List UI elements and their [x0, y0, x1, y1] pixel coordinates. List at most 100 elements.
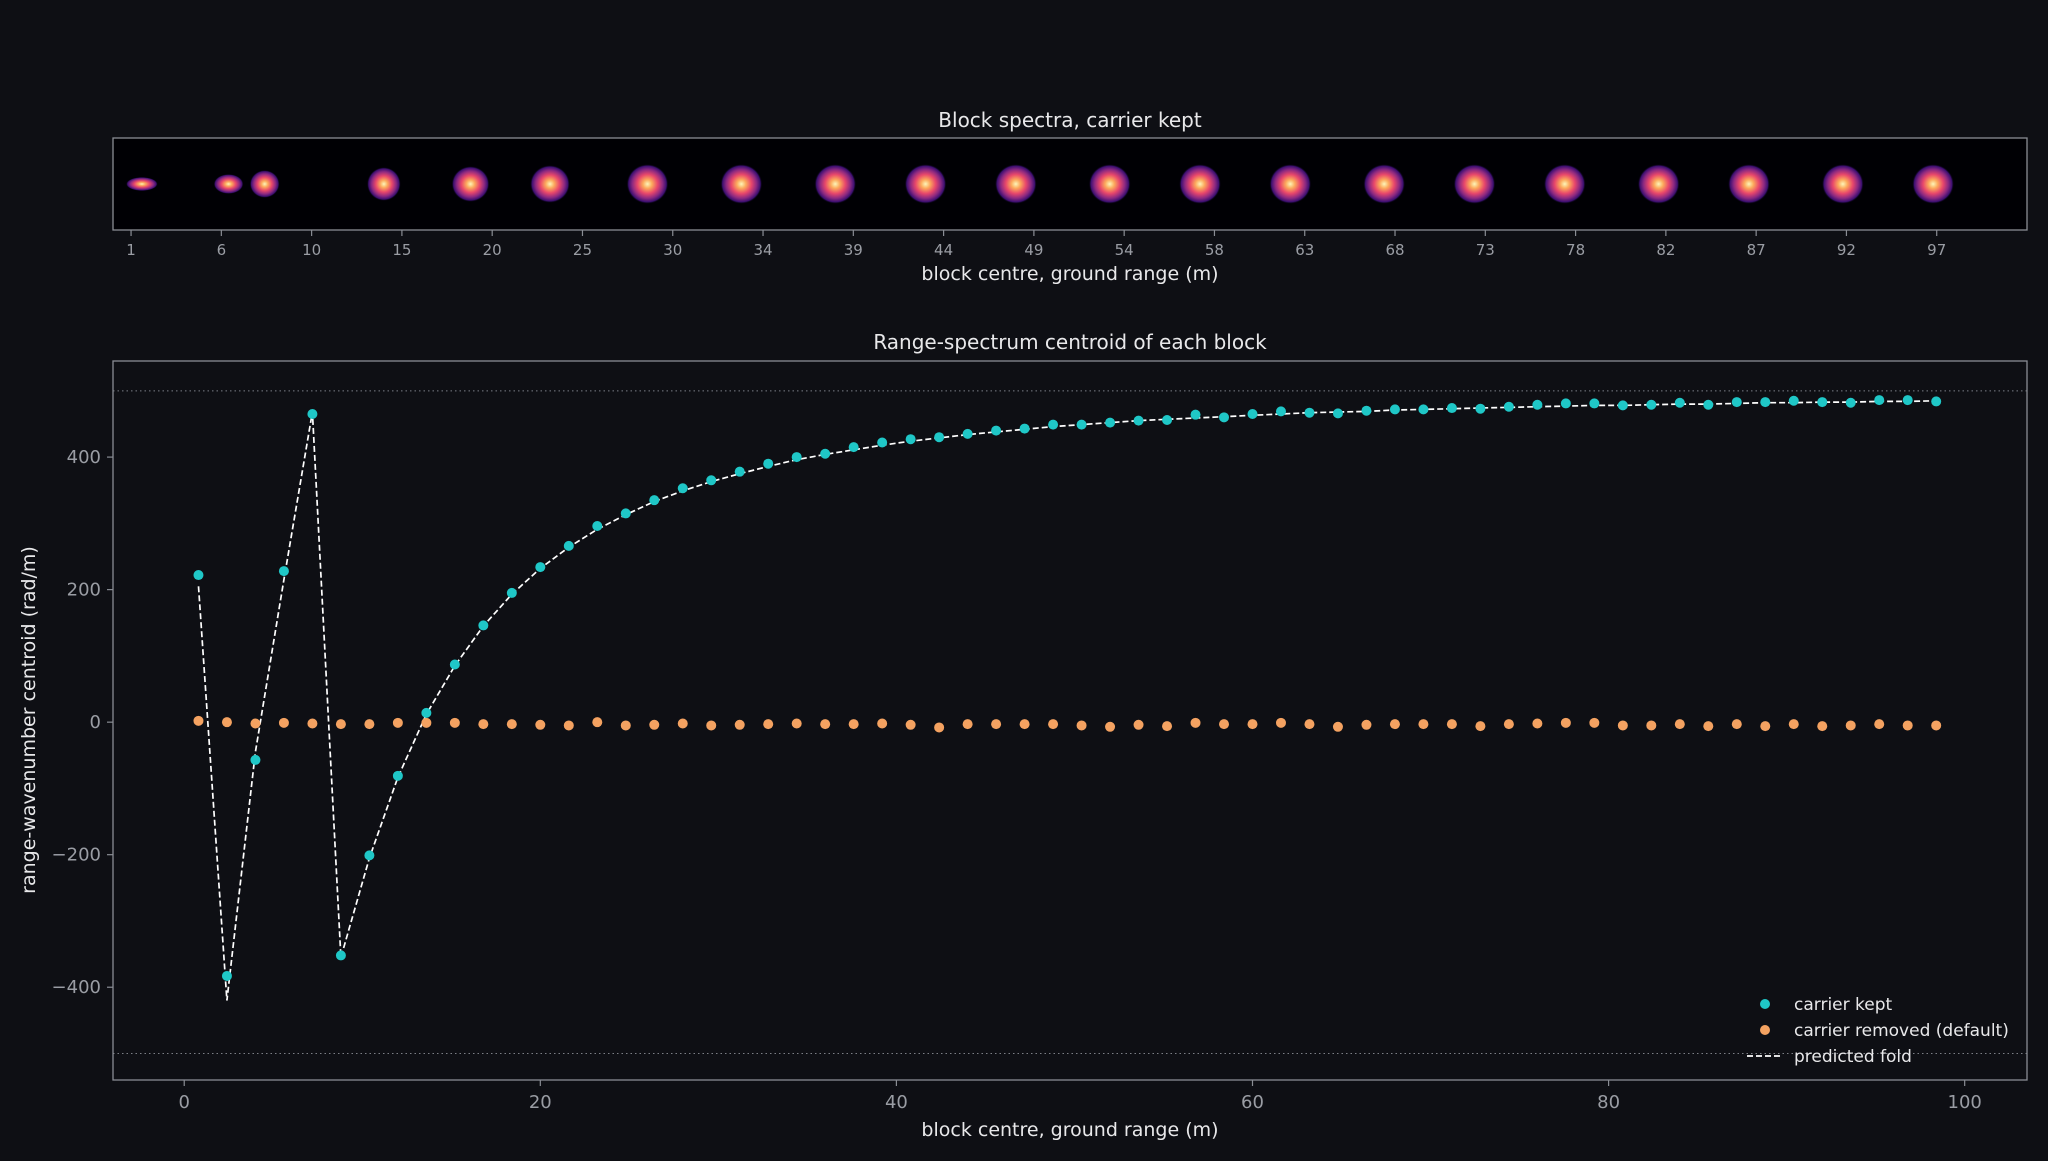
- carrier-kept-point: [478, 620, 489, 631]
- carrier-kept-point: [706, 475, 717, 486]
- centroid-x-label: block centre, ground range (m): [921, 1119, 1218, 1141]
- carrier-kept-point: [1560, 398, 1571, 409]
- carrier-kept-point: [1304, 407, 1315, 418]
- carrier-removed-point: [734, 719, 745, 730]
- carrier-kept-point: [592, 521, 603, 532]
- carrier-kept-point: [848, 442, 859, 453]
- carrier-removed-point: [1219, 719, 1230, 730]
- carrier-removed-point: [1304, 719, 1315, 730]
- carrier-removed-point: [991, 719, 1002, 730]
- spectrum-blob: [451, 166, 490, 202]
- spectra-x-tick-label: 39: [844, 241, 863, 259]
- spectra-x-tick-label: 87: [1747, 241, 1766, 259]
- carrier-removed-point: [250, 718, 261, 729]
- spectrum-blob: [366, 167, 401, 201]
- spectrum-blob: [1727, 164, 1770, 204]
- spectrum-blob: [1269, 164, 1312, 204]
- carrier-removed-point: [1817, 721, 1828, 732]
- carrier-kept-point: [1332, 408, 1343, 419]
- carrier-kept-point: [1048, 419, 1059, 430]
- carrier-removed-point: [1475, 721, 1486, 732]
- carrier-kept-point: [1446, 403, 1457, 414]
- carrier-removed-point: [1332, 721, 1343, 732]
- carrier-kept-point: [1674, 397, 1685, 408]
- centroid-x-tick-label: 80: [1597, 1092, 1620, 1113]
- carrier-kept-point: [877, 437, 888, 448]
- spectrum-blob: [814, 164, 857, 204]
- carrier-kept-point: [1874, 395, 1885, 406]
- carrier-kept-point: [649, 495, 660, 506]
- centroid-title: Range-spectrum centroid of each block: [873, 330, 1267, 354]
- carrier-removed-point: [592, 717, 603, 728]
- carrier-kept-point: [1475, 403, 1486, 414]
- carrier-removed-point: [1731, 719, 1742, 730]
- spectrum-blob: [626, 164, 669, 204]
- carrier-kept-point: [1019, 423, 1030, 434]
- carrier-kept-point: [1418, 404, 1429, 415]
- spectra-x-tick-label: 82: [1656, 241, 1675, 259]
- spectra-x-tick-label: 92: [1837, 241, 1856, 259]
- carrier-kept-point: [791, 452, 802, 463]
- spectra-x-tick-label: 25: [573, 241, 592, 259]
- spectra-x-label: block centre, ground range (m): [921, 263, 1218, 285]
- spectrum-blob: [125, 177, 158, 191]
- centroid-x-tick-label: 0: [178, 1092, 189, 1113]
- carrier-removed-point: [364, 719, 375, 730]
- spectra-x-tick-label: 58: [1205, 241, 1224, 259]
- centroid-y-tick-label: 0: [90, 712, 101, 733]
- carrier-kept-point: [1703, 399, 1714, 410]
- spectra-frame: [112, 137, 2028, 231]
- spectra-x-tick-label: 78: [1566, 241, 1585, 259]
- carrier-removed-point: [193, 715, 204, 726]
- carrier-removed-point: [535, 719, 546, 730]
- centroid-y-tick-label: −200: [52, 845, 101, 866]
- carrier-kept-point: [1219, 412, 1230, 423]
- carrier-removed-point: [1902, 720, 1913, 731]
- centroid-y-ticks: −400 −200 0 200 400: [52, 447, 113, 998]
- carrier-removed-point: [335, 719, 346, 730]
- carrier-removed-point: [1703, 721, 1714, 732]
- carrier-removed-point: [1446, 719, 1457, 730]
- carrier-removed-point: [1560, 717, 1571, 728]
- spectrum-blob: [1363, 164, 1406, 204]
- carrier-removed-point: [278, 717, 289, 728]
- carrier-kept-point: [307, 409, 318, 420]
- carrier-removed-point: [392, 717, 403, 728]
- carrier-removed-point: [848, 719, 859, 730]
- carrier-kept-point: [392, 770, 403, 781]
- spectrum-blob: [249, 170, 280, 198]
- spectra-x-ticks: 1 6 10 15 20 25 30 34 39 44 49 54 58 63 68 73 78 82 87 92 97: [126, 230, 1946, 259]
- legend-removed-label: carrier removed (default): [1794, 1021, 2009, 1041]
- spectrum-blob: [213, 174, 244, 194]
- spectrum-blob: [720, 164, 763, 204]
- carrier-removed-point: [421, 717, 432, 728]
- carrier-removed-point: [962, 719, 973, 730]
- carrier-kept-point: [1361, 405, 1372, 416]
- spectra-x-tick-label: 49: [1024, 241, 1043, 259]
- spectra-x-tick-label: 15: [392, 241, 411, 259]
- carrier-removed-point: [905, 719, 916, 730]
- carrier-kept-point: [1076, 419, 1087, 430]
- spectrum-blob: [1179, 164, 1222, 204]
- spectra-x-tick-label: 68: [1385, 241, 1404, 259]
- carrier-kept-point: [1817, 397, 1828, 408]
- carrier-kept-point: [734, 466, 745, 477]
- carrier-removed-point: [221, 717, 232, 728]
- spectra-x-tick-label: 30: [663, 241, 682, 259]
- carrier-removed-point: [563, 720, 574, 731]
- spectrum-blob: [1637, 164, 1680, 204]
- carrier-kept-point: [278, 566, 289, 577]
- carrier-kept-point: [449, 659, 460, 670]
- carrier-kept-point: [905, 434, 916, 445]
- legend-kept-marker: [1760, 999, 1770, 1009]
- carrier-kept-point: [962, 428, 973, 439]
- carrier-kept-point: [1589, 398, 1600, 409]
- centroid-y-tick-label: 200: [67, 580, 101, 601]
- carrier-kept-point: [506, 587, 517, 598]
- carrier-removed-point: [449, 717, 460, 728]
- spectrum-blob: [1821, 164, 1864, 204]
- spectra-blobs: [125, 164, 1955, 204]
- spectra-x-tick-label: 54: [1115, 241, 1134, 259]
- carrier-removed-point: [1646, 720, 1657, 731]
- carrier-removed-point: [1617, 720, 1628, 731]
